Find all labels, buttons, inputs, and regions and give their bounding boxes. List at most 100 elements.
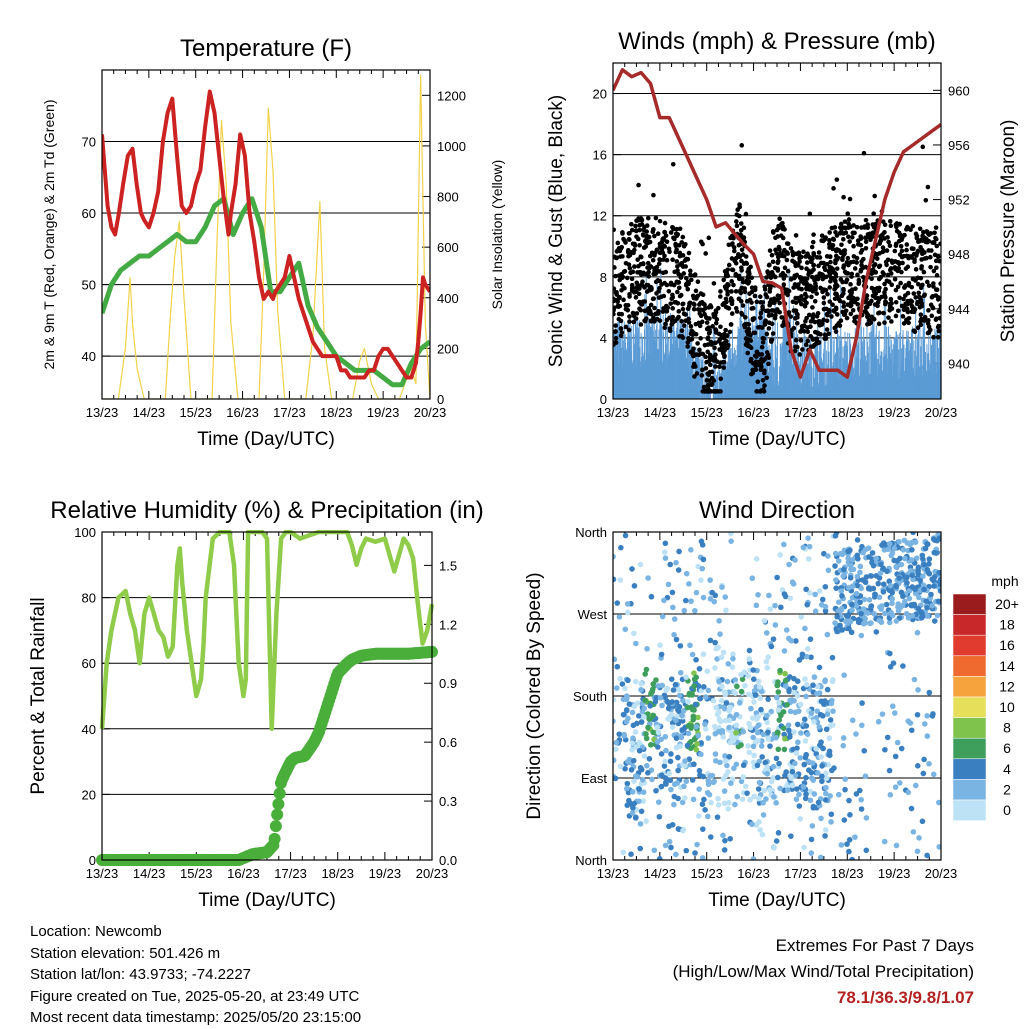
- direction-point: [801, 844, 807, 851]
- gust-point: [849, 234, 855, 240]
- direction-point: [750, 743, 757, 750]
- gust-point: [833, 278, 838, 284]
- direction-point: [922, 721, 928, 727]
- direction-point: [929, 713, 936, 719]
- direction-point: [622, 685, 628, 692]
- direction-point: [707, 577, 713, 583]
- direction-point: [846, 837, 853, 843]
- direction-point: [826, 748, 833, 755]
- direction-point: [674, 780, 681, 786]
- gust-point: [738, 221, 744, 226]
- direction-point: [695, 563, 701, 570]
- direction-point: [775, 689, 782, 695]
- direction-point: [781, 746, 788, 753]
- direction-point: [671, 631, 677, 638]
- gust-point: [888, 271, 894, 276]
- gust-point: [692, 273, 697, 278]
- direction-point: [914, 711, 921, 718]
- direction-point: [866, 596, 873, 603]
- gust-point: [920, 144, 926, 150]
- direction-point: [759, 754, 765, 760]
- gust-point: [816, 263, 821, 269]
- gust-point: [823, 287, 829, 293]
- gust-point: [850, 230, 856, 236]
- direction-point: [760, 812, 767, 818]
- direction-point: [653, 677, 659, 683]
- gust-point: [893, 287, 899, 293]
- gust-point: [934, 265, 939, 270]
- gust-point: [616, 304, 621, 310]
- gust-point: [670, 224, 675, 230]
- gust-point: [619, 330, 625, 335]
- direction-point: [766, 592, 772, 599]
- gust-point: [755, 379, 761, 384]
- direction-point: [800, 784, 807, 790]
- gust-point: [852, 315, 857, 320]
- gust-point: [623, 240, 628, 245]
- gust-point: [771, 296, 777, 301]
- direction-point: [865, 585, 872, 592]
- direction-point: [830, 708, 836, 714]
- direction-point: [683, 778, 690, 785]
- gust-point: [706, 325, 711, 330]
- gust-point: [676, 271, 681, 277]
- direction-point: [803, 723, 810, 729]
- gust-point: [721, 277, 726, 283]
- direction-point: [864, 610, 871, 616]
- direction-point: [897, 780, 903, 786]
- gust-point: [707, 378, 712, 383]
- series-relative-humidity: [99, 530, 435, 732]
- direction-point: [792, 760, 798, 767]
- gust-point: [619, 287, 624, 293]
- gust-point: [784, 257, 790, 263]
- direction-point: [907, 720, 914, 726]
- direction-point: [808, 710, 815, 716]
- direction-point: [684, 704, 691, 711]
- gust-point: [642, 299, 648, 304]
- gust-point: [915, 281, 921, 287]
- gust-point: [659, 247, 665, 253]
- x-tick-label: 16/23: [226, 405, 259, 420]
- gust-point: [702, 302, 707, 308]
- direction-point: [695, 714, 701, 721]
- direction-point: [920, 582, 927, 588]
- gust-point: [626, 253, 631, 259]
- x-tick-label: 14/23: [644, 405, 677, 420]
- direction-point: [632, 815, 639, 821]
- gust-point: [680, 253, 686, 258]
- gust-point: [799, 279, 804, 284]
- direction-point: [837, 622, 843, 629]
- gust-point: [740, 303, 746, 308]
- direction-point: [767, 606, 774, 612]
- gust-point: [909, 246, 915, 251]
- gust-point: [698, 239, 704, 245]
- gust-point: [908, 227, 913, 233]
- direction-point: [802, 625, 808, 632]
- gust-point: [933, 236, 939, 242]
- direction-point: [818, 602, 825, 608]
- gust-point: [739, 247, 745, 253]
- direction-point: [776, 700, 782, 706]
- direction-point: [649, 686, 656, 693]
- x-tick-label: 16/23: [737, 405, 770, 420]
- gust-point: [747, 297, 753, 303]
- direction-point: [754, 762, 761, 769]
- direction-point: [643, 735, 650, 742]
- gust-point: [855, 242, 861, 247]
- direction-point: [775, 746, 782, 753]
- direction-point: [679, 799, 686, 806]
- gust-point: [764, 375, 769, 381]
- gust-point: [748, 358, 753, 364]
- direction-point: [873, 555, 879, 562]
- direction-point: [761, 787, 768, 794]
- gust-point: [638, 322, 644, 327]
- gust-point: [621, 297, 626, 303]
- direction-point: [823, 770, 829, 777]
- gust-point: [924, 279, 930, 285]
- gust-point: [906, 280, 912, 286]
- gust-point: [746, 322, 752, 327]
- direction-point: [835, 558, 842, 564]
- gust-point: [648, 302, 654, 308]
- y-tick-label: 0: [89, 853, 96, 868]
- gust-point: [638, 254, 644, 260]
